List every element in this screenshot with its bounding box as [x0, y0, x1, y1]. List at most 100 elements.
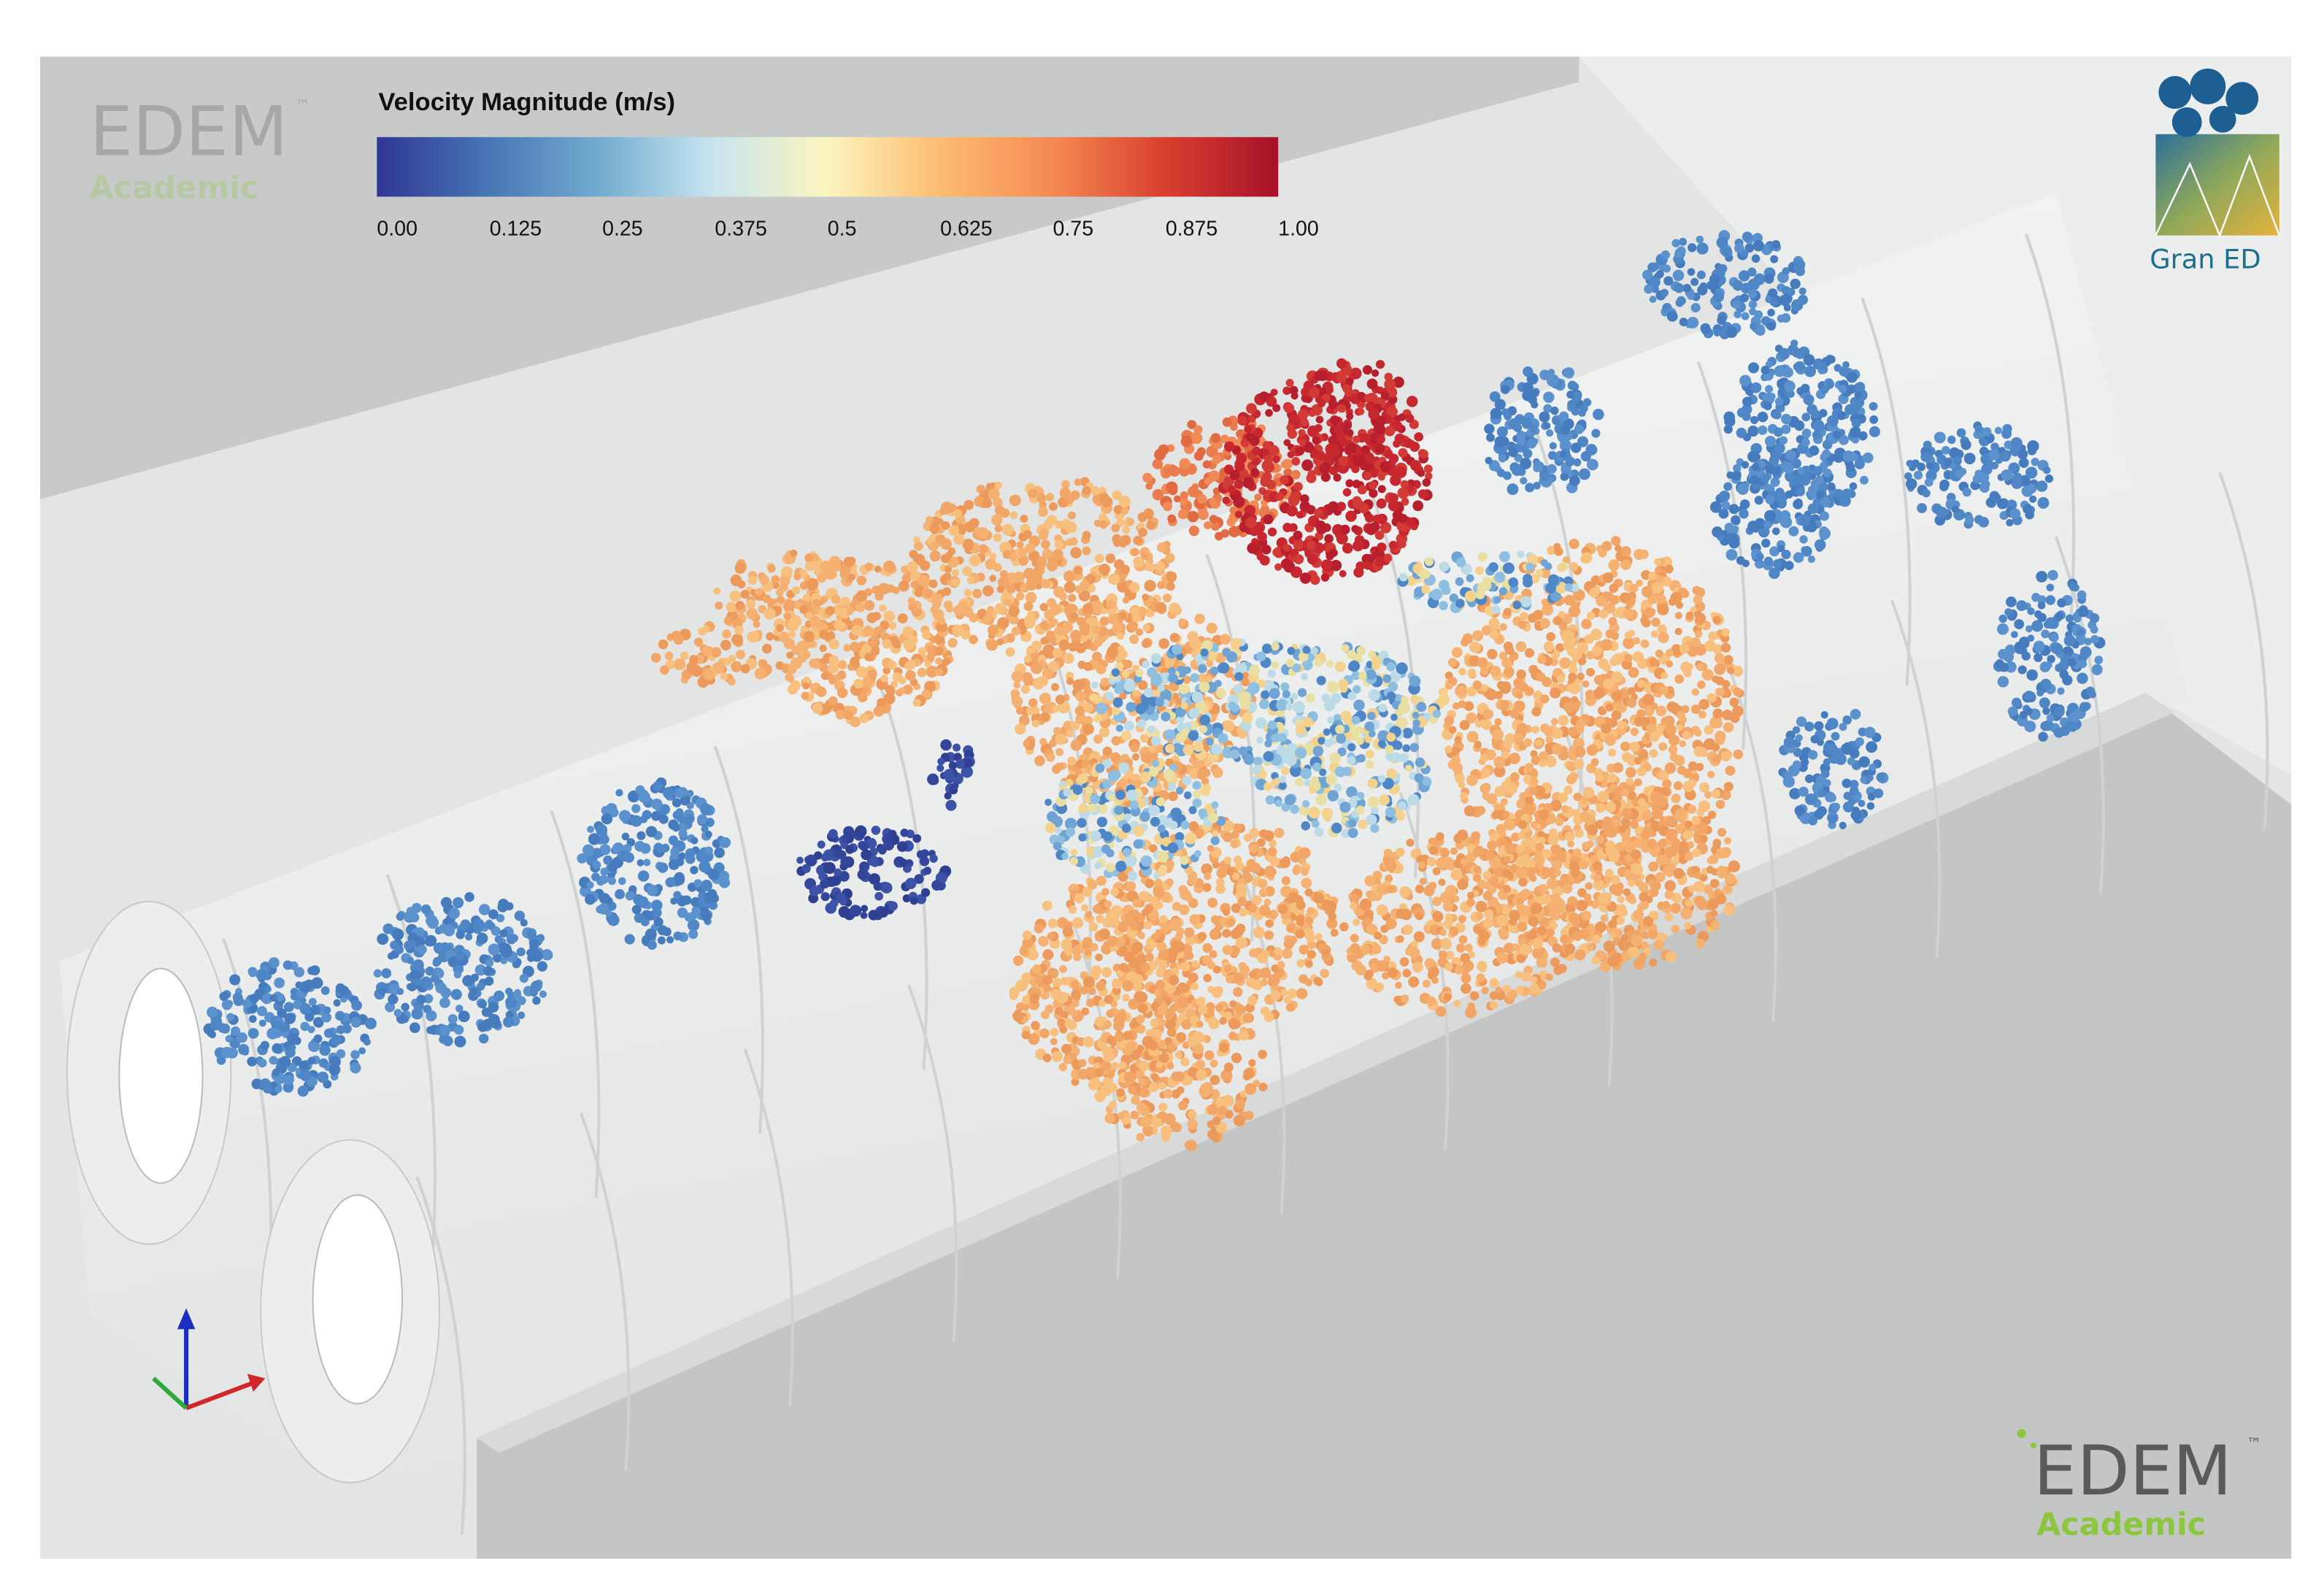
particle [1610, 535, 1621, 546]
particle [2051, 642, 2063, 655]
particle [1132, 773, 1140, 781]
particle [828, 829, 838, 839]
particle [2031, 458, 2039, 467]
particle [1694, 871, 1703, 880]
particle [2067, 658, 2077, 667]
particle [1793, 499, 1804, 510]
particle [1825, 380, 1835, 389]
particle [1501, 810, 1510, 818]
particle [462, 975, 474, 987]
particle [974, 527, 982, 535]
particle [505, 996, 517, 1008]
particle [318, 1058, 328, 1068]
particle [991, 514, 1003, 526]
particle [577, 853, 588, 864]
particle [1724, 523, 1734, 532]
particle [1721, 628, 1730, 637]
particle [1694, 629, 1703, 638]
particle [1083, 702, 1093, 713]
particle [1139, 734, 1149, 743]
particle [1838, 385, 1847, 394]
particle [293, 967, 304, 978]
particle [420, 976, 433, 988]
particle [1595, 921, 1607, 933]
particle [1607, 773, 1617, 783]
particle [1480, 767, 1491, 778]
particle [1700, 834, 1708, 843]
particle [1472, 680, 1482, 690]
particle [1620, 788, 1630, 797]
particle [385, 1002, 396, 1013]
particle [1555, 817, 1564, 826]
particle [1679, 643, 1690, 654]
particle [864, 562, 873, 571]
particle [1663, 276, 1674, 286]
particle [699, 860, 711, 873]
particle [1655, 724, 1664, 733]
particle [1142, 639, 1150, 648]
particle [1649, 887, 1659, 897]
particle [1671, 794, 1681, 804]
particle [1586, 824, 1598, 836]
particle [420, 904, 431, 915]
particle [1166, 582, 1175, 591]
particle [1823, 758, 1831, 766]
screw-bore [118, 967, 204, 1184]
particle [1463, 805, 1476, 817]
particle [1972, 474, 1982, 484]
particle [1496, 426, 1508, 438]
particle [1842, 715, 1852, 725]
particle [1601, 541, 1612, 552]
particle [308, 997, 317, 1006]
particle [919, 560, 931, 571]
particle [1533, 461, 1544, 472]
particle [443, 924, 455, 937]
particle [1647, 838, 1658, 849]
particle [1122, 526, 1131, 534]
particle [1797, 467, 1805, 475]
particle [328, 1064, 341, 1076]
particle [1752, 239, 1764, 252]
particle [1674, 250, 1682, 258]
particle [714, 847, 725, 859]
particle [861, 849, 872, 861]
particle [239, 1045, 247, 1053]
particle [1820, 711, 1828, 719]
particle [458, 1010, 470, 1023]
particle [1068, 642, 1078, 652]
particle [1801, 545, 1812, 557]
particle [2044, 474, 2054, 483]
particle [1571, 442, 1582, 453]
particle [1631, 934, 1643, 947]
particle [1632, 637, 1641, 645]
particle [1692, 586, 1701, 595]
particle [1905, 477, 1917, 490]
particle [279, 1056, 291, 1068]
particle [1747, 450, 1760, 463]
particle [1050, 1027, 1059, 1037]
particle [993, 563, 1002, 572]
particle [986, 639, 999, 651]
particle [2078, 606, 2089, 618]
particle [1515, 691, 1523, 699]
particle [1917, 503, 1928, 513]
particle [1974, 424, 1983, 433]
particle [1685, 899, 1693, 907]
particle [2025, 467, 2038, 479]
flight [713, 745, 765, 1135]
particle [1101, 967, 1112, 978]
particle [2021, 651, 2031, 661]
flight [580, 1112, 631, 1471]
particle [435, 982, 447, 994]
particle [1651, 617, 1661, 627]
particle [317, 1071, 329, 1083]
particle [2037, 496, 2050, 509]
particle [1655, 872, 1666, 883]
particle [672, 824, 680, 832]
particle [1869, 415, 1879, 424]
particle [1146, 521, 1155, 530]
particle [1015, 723, 1026, 735]
particle [1850, 708, 1861, 720]
particle [1020, 684, 1031, 694]
particle [1015, 591, 1025, 601]
